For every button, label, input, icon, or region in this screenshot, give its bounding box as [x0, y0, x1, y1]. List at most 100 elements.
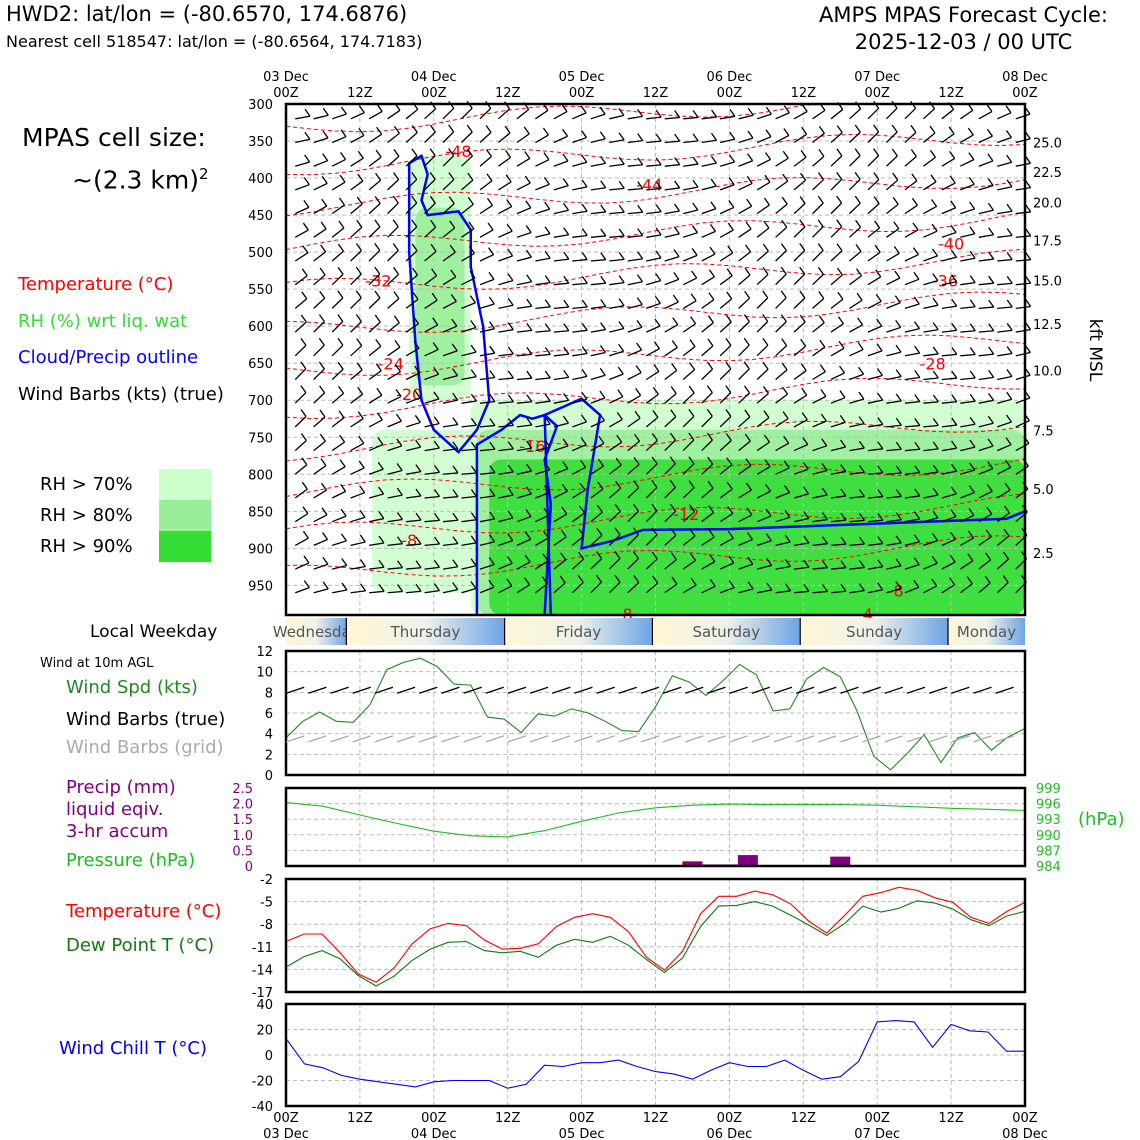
wind-barb: [295, 138, 311, 144]
wind-barb: [801, 387, 808, 396]
wind-barb: [941, 281, 957, 286]
wind-barb: [332, 589, 348, 594]
top-hour-label: 00Z: [421, 86, 447, 101]
wind-barb: [461, 472, 477, 475]
pressure-tick-label: 750: [248, 431, 273, 446]
wind-barb: [987, 153, 994, 162]
wind-barb: [830, 323, 844, 333]
wind-barb: [689, 362, 696, 371]
wind-barb: [738, 182, 753, 191]
wind-barb: [553, 376, 569, 381]
wind-barb: [997, 421, 1012, 428]
wind-barb-true: [928, 686, 948, 694]
wind-barb: [886, 179, 899, 191]
wind-barb: [516, 377, 532, 381]
isotherm-line: [285, 377, 1026, 420]
wind-barb: [489, 321, 496, 330]
wind-barb: [978, 234, 994, 238]
wind-barb: [598, 413, 606, 422]
wind-barb: [498, 401, 514, 404]
wind-barb: [553, 513, 568, 523]
wind-barb: [725, 338, 732, 346]
wind-barb: [356, 362, 363, 371]
wind-barb-true: [396, 686, 416, 694]
wind-barb: [525, 509, 532, 517]
wind-barb: [461, 131, 473, 143]
top-date-label: 07 Dec: [854, 70, 900, 85]
wind-barb: [895, 417, 902, 426]
wind-barb: [780, 266, 787, 275]
wind-barb: [818, 149, 825, 157]
wind-barb: [645, 348, 660, 357]
nearest-cell-line: Nearest cell 518547: lat/lon = (-80.6564…: [6, 32, 423, 51]
wind-barb: [411, 148, 418, 157]
wind-barb: [775, 369, 788, 380]
wind-barb: [997, 161, 1012, 167]
wind-barb: [763, 220, 770, 229]
wind-barb-grid: [507, 735, 527, 743]
wind-barb: [572, 234, 588, 238]
series-line: [285, 900, 1026, 987]
wind-barb: [449, 244, 456, 253]
wind-barb: [891, 124, 898, 133]
wind-barb: [433, 391, 440, 400]
wind-barb: [387, 155, 400, 167]
wind-barb: [655, 133, 662, 142]
wind-barb-true: [463, 686, 482, 694]
wind-barb: [747, 581, 754, 590]
wind-barb: [923, 517, 939, 523]
isotherm-line: [285, 176, 1026, 217]
wind-barb: [590, 235, 606, 238]
wind-barb: [895, 465, 902, 474]
wind-barb: [322, 130, 329, 139]
wind-barb: [627, 372, 642, 381]
wind-barb: [479, 204, 493, 215]
wind-barb: [969, 370, 976, 379]
wind-barb: [701, 392, 713, 404]
wind-barb: [358, 105, 365, 114]
wind-barb: [470, 369, 477, 378]
wind-barb: [951, 440, 958, 449]
wind-barb: [294, 464, 308, 475]
wind-barb: [387, 226, 399, 238]
wind-barb: [406, 543, 422, 547]
wind-barb: [701, 253, 716, 262]
wind-barb: [707, 338, 714, 347]
wind-barb: [719, 252, 734, 262]
wind-barb: [448, 148, 455, 157]
wind-barb: [578, 528, 585, 537]
wind-barb: [651, 527, 658, 536]
wind-barb: [817, 243, 824, 251]
wind-barb: [442, 399, 458, 404]
wind-barb: [387, 298, 400, 309]
wind-barb: [618, 298, 625, 307]
wind-barb: [793, 590, 810, 594]
wind-barb: [424, 178, 436, 191]
wind-barb: [433, 465, 440, 473]
wind-barb: [396, 438, 403, 447]
y-tick-label: -8: [260, 918, 273, 933]
wind-barb: [452, 536, 459, 544]
wind-barb: [544, 250, 551, 259]
wind-barb: [931, 555, 938, 564]
wind-barb-grid: [840, 735, 859, 743]
wind-barb-grid: [685, 735, 704, 743]
wind-barb: [526, 323, 533, 331]
wind-barb: [867, 155, 880, 167]
wind-barb: [368, 226, 381, 238]
wind-barb: [452, 582, 459, 591]
wind-barb: [387, 590, 403, 594]
wind-barb: [664, 324, 679, 333]
wind-barb: [553, 282, 569, 286]
wind-barb: [775, 157, 789, 167]
wind-barb: [1025, 275, 1032, 284]
wind-barb: [849, 226, 862, 238]
wind-barb: [1025, 180, 1032, 189]
wind-barb: [682, 392, 695, 404]
wind-barb: [452, 417, 459, 425]
wind-barb: [645, 534, 658, 546]
wind-barb: [442, 276, 457, 286]
wind-barb-grid: [330, 735, 349, 743]
wind-barb: [553, 399, 569, 404]
wind-barb: [350, 203, 363, 215]
